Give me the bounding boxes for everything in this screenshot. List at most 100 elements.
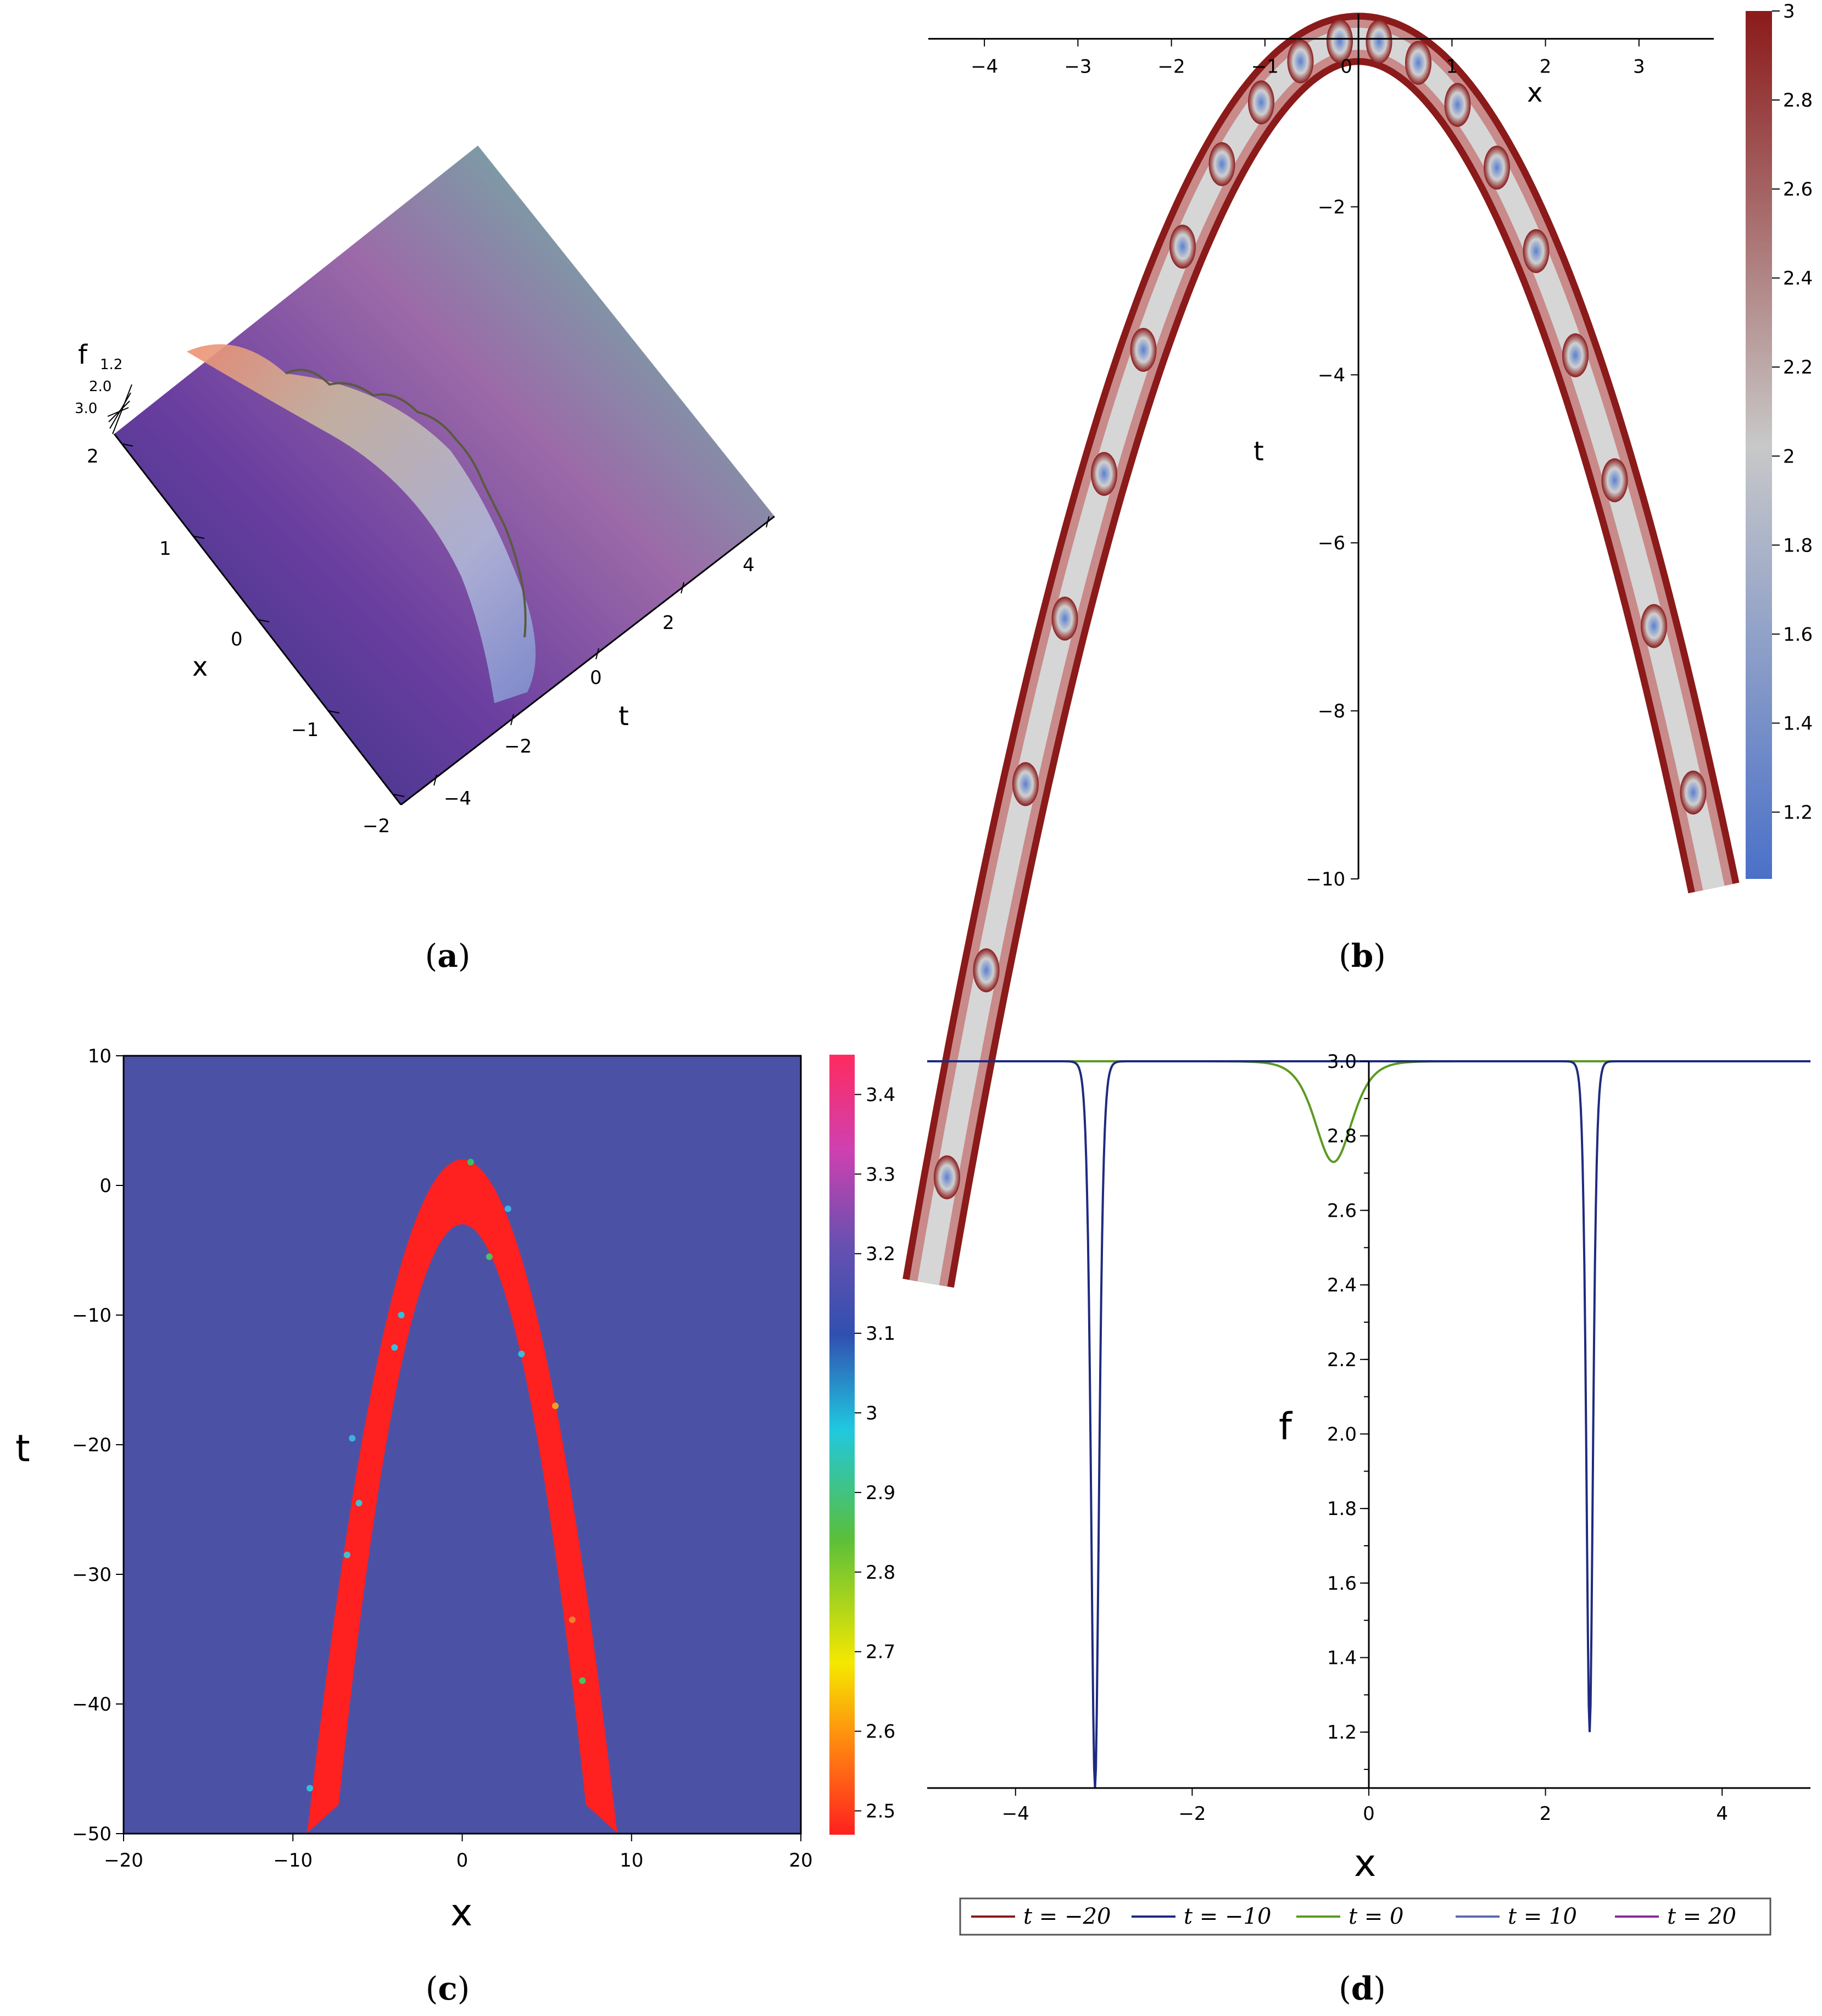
heatmap-plot [122,1055,802,1835]
colorbar-tick-label: 2.7 [866,1641,895,1663]
y-tick-label: −6 [1318,532,1345,554]
x-tick-label: 3 [1633,56,1645,78]
y-tick-label: 2.6 [1327,1200,1357,1222]
x-tick-label: 2 [1540,1803,1552,1825]
colorbar-tick-label: 2.8 [866,1562,895,1584]
colorbar [829,1055,855,1835]
contour-cell [1444,82,1471,127]
colorbar-tick-label: 2 [1783,445,1795,467]
contour-cell [1091,452,1117,496]
y-tick-label: −30 [72,1564,112,1586]
y-tick-label: −4 [1318,364,1345,386]
contour-cell [1484,146,1510,190]
x-axis-label: x [1354,1842,1376,1885]
colorbar-tick-label: 3.4 [866,1084,895,1106]
colorbar-tick-label: 1.2 [1783,801,1813,823]
heatmap-speck [552,1402,559,1410]
y-tick-label: 10 [88,1045,112,1067]
f-tick-label: 3.0 [75,400,97,417]
heatmap-speck [349,1435,356,1442]
colorbar [1746,11,1772,879]
heatmap-speck [391,1344,398,1351]
caption-d: (d) [1339,1970,1386,2007]
contour-cell [1523,229,1550,274]
colorbar-tick-label: 1.4 [1783,712,1813,734]
caption-a: (a) [425,937,471,974]
y-tick-label: −50 [72,1823,112,1845]
heatmap-speck [518,1350,525,1357]
colorbar-tick-label: 1.8 [1783,534,1813,556]
y-tick-label: 1.6 [1327,1573,1357,1595]
legend-label: t = −20 [1023,1904,1111,1929]
y-tick-label: 3.0 [1327,1051,1357,1073]
colorbar-tick-label: 3.1 [866,1323,895,1345]
x-tick-label: 0 [1363,1803,1375,1825]
surface-ridge [187,344,536,703]
heatmap-speck [343,1551,350,1558]
f-tick-label: 1.2 [100,357,122,373]
axes: −20 −10 0 10 20 10 0 −10 −20 −30 −40 −50 [72,1045,812,1872]
x-tick-label: −20 [104,1850,143,1872]
contour-cell [973,948,1000,993]
colorbar-tick-label: 2.4 [1783,268,1813,289]
caption-c: (c) [426,1970,470,2007]
t-axis-label: t [15,1427,30,1471]
y-tick-label: −8 [1318,700,1345,722]
x-tick-label: −4 [1002,1803,1029,1825]
x-tick-label: −2 [1178,1803,1206,1825]
colorbar-tick-label: 2.6 [1783,179,1813,201]
x-axis-label: x [192,651,208,682]
x-tick-label: 2 [87,445,99,467]
heatmap-speck [467,1159,474,1166]
contour-band-inner [917,27,1725,1285]
y-tick-label: 2.8 [1327,1126,1357,1148]
t-axis-label: t [1253,436,1264,467]
contour-cell [1601,458,1628,503]
colorbar-tick-label: 3.2 [866,1243,895,1265]
y-tick-label: 2.2 [1327,1349,1357,1371]
x-axis-line [113,433,402,805]
contour-cell [1287,39,1314,83]
axes: −4 −2 0 2 4 3.0 2.8 2.6 2.4 2.2 2.0 1.8 1.6 1.4 1.2 [927,1051,1810,1825]
heatmap-speck [504,1205,511,1212]
heatmap-speck [579,1677,586,1684]
x-tick-label: 10 [620,1850,643,1872]
x-axis-label: x [450,1891,472,1935]
contour-cell [934,1155,960,1200]
caption-b: (b) [1339,937,1386,974]
heatmap-speck [398,1312,405,1318]
legend-label: t = −10 [1184,1904,1271,1929]
t-ticks: 4 2 0 −2 −4 [433,516,770,810]
x-tick-label: −2 [1158,56,1185,78]
legend-label: t = 10 [1508,1904,1577,1929]
t-axis-line [400,515,775,806]
contour-cell [1169,225,1196,269]
t-tick-label: 0 [590,667,602,689]
panel-d: −4 −2 0 2 43.02.82.62.42.22.01.81.61.41.2 x … [927,1051,1810,2007]
colorbar-tick-label: 3.3 [866,1163,895,1185]
t-tick-label: −2 [504,736,532,758]
contour-cell [1366,19,1392,64]
t-tick-label: −4 [444,788,471,810]
x-tick-label: 0 [456,1850,469,1872]
colorbar-ticks: 3.4 3.3 3.2 3.1 3 2.9 2.8 2.7 2.6 2.5 [855,1084,895,1823]
colorbar-tick-label: 2.8 [1783,90,1813,112]
heatmap-band [306,1159,619,1834]
panel-c: −20 −10 0 10 20 10 0 −10 −20 −30 −40 −50 x t 3.4 3.3… [15,1045,895,2007]
colorbar-tick-label: 3 [866,1402,878,1424]
y-tick-label: 1.4 [1327,1647,1357,1669]
y-tick-label: −10 [1306,868,1345,890]
f-ticks: 1.2 2.0 3.0 [75,357,132,435]
x-tick-label: 1 [159,538,171,560]
contour-cell [1562,333,1589,377]
x-ticks: 2 1 0 −1 −2 [87,443,405,837]
colorbar-tick-label: 2.6 [866,1721,895,1743]
x-tick-label: −1 [1251,56,1279,78]
x-tick-label: 20 [789,1850,812,1872]
colorbar-tick-label: 2.9 [866,1482,895,1504]
panel-a: 2 1 0 −1 −2 4 2 0 −2 −4 1.2 2.0 3.0 [75,146,775,974]
contour-cell [1012,762,1039,806]
y-tick-label: −10 [72,1305,112,1327]
contour-cell [1327,19,1353,63]
